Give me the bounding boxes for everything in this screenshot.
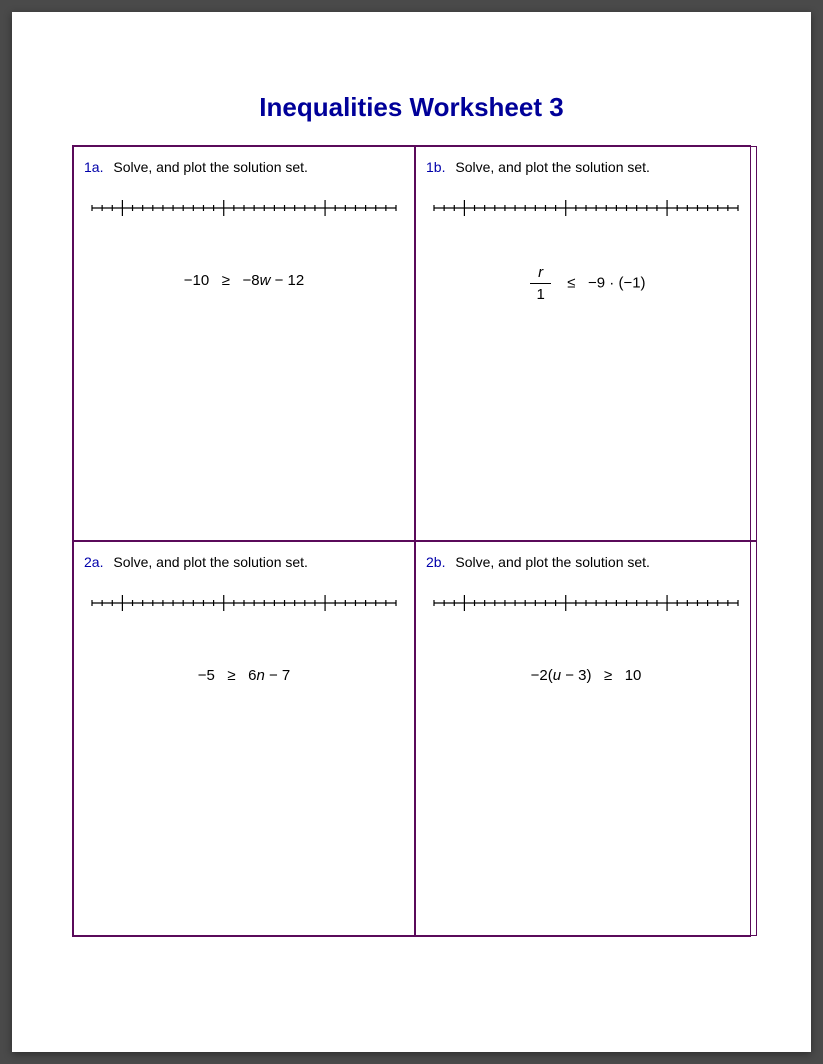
- prompt-text: Solve, and plot the solution set.: [451, 159, 649, 175]
- worksheet-page: Inequalities Worksheet 3 1a. Solve, and …: [12, 12, 811, 1052]
- problem-label: 2b.: [426, 554, 445, 570]
- number-line-wrap: [430, 588, 742, 623]
- prompt: 1b. Solve, and plot the solution set.: [426, 159, 746, 175]
- number-line-wrap: [88, 588, 400, 623]
- problem-label: 1b.: [426, 159, 445, 175]
- inequality-expression: −10 ≥ −8w − 12: [84, 272, 404, 289]
- number-line: [88, 193, 400, 223]
- fraction-numerator: r: [530, 264, 550, 284]
- problem-cell-2b: 2b. Solve, and plot the solution set. −2(…: [415, 541, 757, 936]
- page-title: Inequalities Worksheet 3: [72, 92, 751, 123]
- number-line-wrap: [88, 193, 400, 228]
- number-line: [430, 588, 742, 618]
- prompt: 1a. Solve, and plot the solution set.: [84, 159, 404, 175]
- fraction-denominator: 1: [530, 284, 550, 303]
- prompt: 2a. Solve, and plot the solution set.: [84, 554, 404, 570]
- number-line-wrap: [430, 193, 742, 228]
- problem-grid: 1a. Solve, and plot the solution set. −10…: [72, 145, 751, 937]
- inequality-expression: −2(u − 3) ≥ 10: [426, 667, 746, 684]
- problem-cell-2a: 2a. Solve, and plot the solution set. −5 …: [73, 541, 415, 936]
- prompt-text: Solve, and plot the solution set.: [109, 554, 307, 570]
- number-line: [88, 588, 400, 618]
- problem-label: 2a.: [84, 554, 103, 570]
- number-line: [430, 193, 742, 223]
- inequality-expression: r1 ≤ −9 · (−1): [426, 264, 746, 303]
- prompt-text: Solve, and plot the solution set.: [451, 554, 649, 570]
- prompt-text: Solve, and plot the solution set.: [109, 159, 307, 175]
- fraction: r1: [530, 264, 550, 303]
- prompt: 2b. Solve, and plot the solution set.: [426, 554, 746, 570]
- problem-label: 1a.: [84, 159, 103, 175]
- expr-rhs: ≤ −9 · (−1): [555, 274, 646, 291]
- problem-cell-1a: 1a. Solve, and plot the solution set. −10…: [73, 146, 415, 541]
- inequality-expression: −5 ≥ 6n − 7: [84, 667, 404, 684]
- problem-cell-1b: 1b. Solve, and plot the solution set. r1 …: [415, 146, 757, 541]
